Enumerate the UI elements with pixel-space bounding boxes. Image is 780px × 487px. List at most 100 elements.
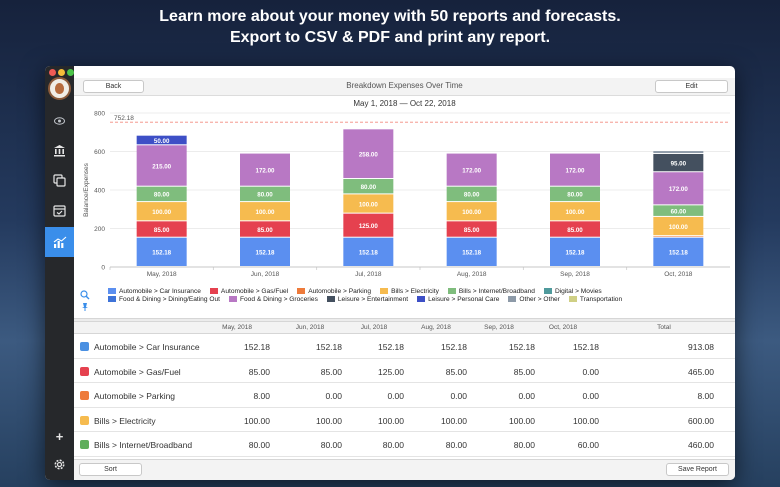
zoom-window-button[interactable] — [67, 69, 74, 76]
row-value: 152.18 — [441, 342, 467, 352]
row-value: 125.00 — [378, 366, 404, 377]
sidebar-item-accounts[interactable] — [45, 137, 74, 164]
pin-icon[interactable] — [80, 302, 90, 312]
avatar[interactable] — [48, 77, 71, 100]
legend-label: Automobile > Car Insurance — [119, 288, 201, 295]
legend-label: Automobile > Gas/Fuel — [220, 288, 289, 295]
search-icon[interactable] — [80, 290, 90, 300]
bar-data-label: 172.00 — [256, 167, 275, 174]
save-report-button[interactable]: Save Report — [666, 463, 729, 476]
expenses-stacked-bar-chart: 0 200 400 600 800 Balance/Expenses May, 2018 15… — [83, 111, 730, 278]
row-value: 85.00 — [513, 366, 535, 377]
row-category: Bills > Electricity — [94, 415, 156, 426]
legend-item[interactable]: Bills > Internet/Broadband — [447, 288, 535, 295]
chart-legend: Automobile > Car Insurance Automobile > G… — [108, 288, 728, 304]
bar-segment — [343, 178, 394, 194]
legend-item[interactable]: Food & Dining > Dining/Eating Out — [108, 296, 220, 303]
legend-swatch — [380, 288, 389, 294]
column-header[interactable]: Total — [657, 324, 671, 331]
table-row[interactable]: Automobile > Car Insurance 152.18 152.18 15… — [74, 334, 735, 359]
sidebar-item-bills[interactable] — [45, 197, 74, 224]
x-tick-label: May, 2018 — [147, 271, 177, 278]
bar-segment — [446, 237, 497, 266]
sidebar-item-transactions[interactable] — [45, 167, 74, 194]
column-header[interactable]: Sep, 2018 — [484, 324, 514, 331]
legend-label: Leisure > Personal Care — [428, 296, 500, 303]
bar-data-label: 172.00 — [566, 167, 585, 174]
legend-swatch — [108, 288, 116, 294]
bar-data-label: 172.00 — [669, 186, 688, 193]
column-header[interactable]: Jun, 2018 — [295, 324, 325, 331]
row-value: 0.00 — [518, 391, 535, 401]
row-category: Automobile > Gas/Fuel — [94, 366, 181, 377]
bar-segment — [343, 213, 394, 237]
legend-item[interactable]: Other > Other — [508, 296, 560, 303]
row-value: 80.00 — [513, 440, 535, 450]
bar-segment — [550, 202, 600, 221]
sort-button[interactable]: Sort — [79, 463, 142, 476]
fuel-icon — [80, 366, 89, 376]
close-window-button[interactable] — [49, 69, 56, 76]
bar-data-label: 152.18 — [359, 250, 378, 257]
bar-data-label: 60.00 — [671, 208, 687, 215]
edit-button[interactable]: Edit — [655, 80, 728, 93]
row-value: 85.00 — [320, 366, 342, 377]
row-total: 600.00 — [688, 415, 714, 426]
row-value: 152.18 — [509, 342, 535, 352]
bar-data-label: 152.18 — [152, 250, 171, 257]
bar-segment — [653, 151, 704, 153]
bar-data-label: 258.00 — [359, 151, 378, 158]
sidebar-item-reports[interactable] — [45, 227, 74, 257]
column-header[interactable]: Jul, 2018 — [360, 324, 388, 331]
table-row[interactable]: Bills > Internet/Broadband 80.00 80.00 80.0… — [74, 432, 735, 457]
bar-segment — [446, 186, 497, 202]
report-title: Breakdown Expenses Over Time — [346, 81, 463, 90]
table-row[interactable]: Automobile > Parking 8.00 0.00 0.00 0.00 0.00… — [74, 383, 735, 408]
bar-data-label: 172.00 — [462, 167, 481, 174]
column-header[interactable]: Aug, 2018 — [421, 324, 451, 331]
bar-data-label: 85.00 — [567, 227, 583, 234]
minimize-window-button[interactable] — [58, 69, 65, 76]
legend-item[interactable]: Leisure > Personal Care — [417, 296, 499, 303]
bar-segment — [136, 221, 187, 237]
column-header[interactable]: May, 2018 — [222, 324, 252, 331]
eye-icon — [54, 116, 65, 125]
legend-item[interactable]: Transportation — [568, 296, 622, 303]
bar-data-label: 80.00 — [154, 192, 170, 199]
car-insurance-icon — [80, 342, 89, 351]
bar-segment — [240, 221, 290, 237]
settings-button[interactable] — [45, 451, 74, 478]
bar-segment — [136, 135, 187, 145]
y-tick-label: 200 — [94, 226, 105, 233]
table-row[interactable]: Bills > Electricity 100.00 100.00 100.00 100… — [74, 408, 735, 432]
split-view-divider[interactable] — [74, 318, 735, 322]
x-tick-label: Jul, 2018 — [355, 271, 382, 278]
bar-data-label: 152.18 — [566, 250, 585, 257]
y-tick-label: 600 — [94, 149, 105, 156]
row-value: 0.00 — [450, 391, 467, 401]
add-button[interactable]: + — [55, 429, 64, 444]
row-value: 100.00 — [573, 415, 599, 426]
row-value: 0.00 — [325, 391, 342, 401]
legend-label: Food & Dining > Dining/Eating Out — [119, 296, 220, 303]
banner-line-1: Learn more about your money with 50 repo… — [159, 8, 621, 25]
legend-item[interactable]: Automobile > Parking — [297, 288, 371, 295]
row-total: 460.00 — [688, 440, 714, 450]
parking-icon — [80, 391, 89, 400]
legend-item[interactable]: Automobile > Car Insurance — [108, 288, 201, 295]
column-header[interactable]: Oct, 2018 — [548, 324, 578, 331]
legend-swatch — [543, 288, 552, 294]
legend-item[interactable]: Leisure > Entertainment — [326, 296, 408, 303]
table-row[interactable]: Automobile > Gas/Fuel 85.00 85.00 125.00 85.… — [74, 359, 735, 383]
x-tick-label: Sep, 2018 — [560, 271, 590, 278]
back-button[interactable]: Back — [83, 80, 144, 93]
legend-item[interactable]: Automobile > Gas/Fuel — [209, 288, 289, 295]
row-value: 80.00 — [382, 440, 404, 450]
legend-swatch — [326, 296, 335, 302]
sidebar-item-overview[interactable] — [45, 107, 74, 134]
bar-segment — [240, 237, 290, 266]
bar-segment — [653, 236, 704, 237]
legend-item[interactable]: Bills > Electricity — [380, 288, 439, 295]
legend-item[interactable]: Digital > Movies — [543, 288, 602, 295]
legend-item[interactable]: Food & Dining > Groceries — [228, 296, 318, 303]
